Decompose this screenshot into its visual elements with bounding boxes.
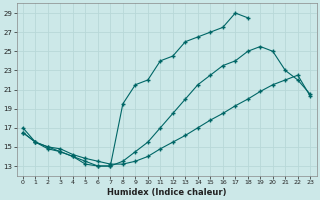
X-axis label: Humidex (Indice chaleur): Humidex (Indice chaleur) xyxy=(107,188,226,197)
